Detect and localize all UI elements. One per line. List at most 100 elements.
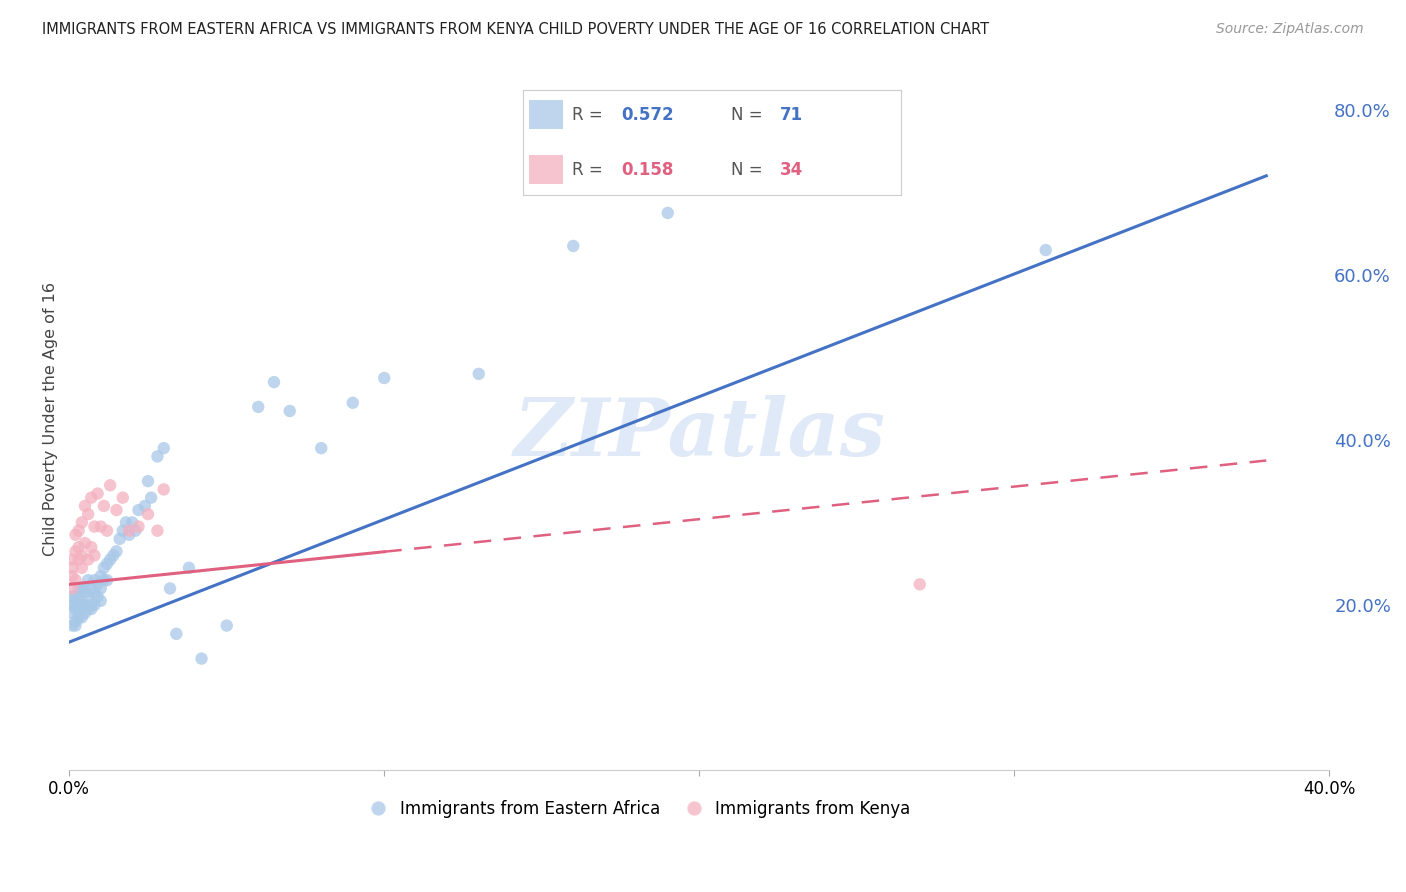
- Point: [139, 491, 162, 505]
- Point: [96, 524, 118, 538]
- Point: [152, 483, 174, 497]
- Point: [70, 561, 93, 575]
- Point: [67, 606, 90, 620]
- Point: [562, 239, 585, 253]
- Point: [136, 507, 159, 521]
- Point: [70, 549, 93, 563]
- Point: [105, 544, 128, 558]
- Point: [90, 582, 112, 596]
- Point: [215, 618, 238, 632]
- Point: [118, 524, 141, 538]
- Point: [77, 573, 100, 587]
- Point: [190, 651, 212, 665]
- Point: [65, 528, 87, 542]
- Point: [77, 590, 100, 604]
- Point: [1035, 243, 1057, 257]
- Point: [67, 598, 90, 612]
- Point: [90, 569, 112, 583]
- Point: [98, 552, 121, 566]
- Point: [65, 573, 87, 587]
- Point: [73, 598, 96, 612]
- Point: [93, 499, 115, 513]
- Point: [908, 577, 931, 591]
- Point: [93, 573, 115, 587]
- Point: [80, 540, 103, 554]
- Point: [845, 169, 868, 183]
- Point: [70, 602, 93, 616]
- Point: [65, 598, 87, 612]
- Point: [70, 610, 93, 624]
- Point: [73, 499, 96, 513]
- Point: [60, 618, 83, 632]
- Text: IMMIGRANTS FROM EASTERN AFRICA VS IMMIGRANTS FROM KENYA CHILD POVERTY UNDER THE : IMMIGRANTS FROM EASTERN AFRICA VS IMMIGR…: [42, 22, 990, 37]
- Point: [118, 528, 141, 542]
- Legend: Immigrants from Eastern Africa, Immigrants from Kenya: Immigrants from Eastern Africa, Immigran…: [356, 794, 917, 825]
- Point: [65, 615, 87, 629]
- Point: [73, 585, 96, 599]
- Point: [67, 524, 90, 538]
- Point: [65, 618, 87, 632]
- Point: [65, 544, 87, 558]
- Point: [103, 549, 125, 563]
- Point: [98, 478, 121, 492]
- Point: [83, 519, 105, 533]
- Point: [86, 486, 108, 500]
- Point: [247, 400, 270, 414]
- Point: [60, 606, 83, 620]
- Point: [77, 602, 100, 616]
- Point: [83, 598, 105, 612]
- Point: [128, 519, 150, 533]
- Point: [159, 582, 181, 596]
- Point: [309, 441, 332, 455]
- Point: [86, 577, 108, 591]
- Point: [90, 594, 112, 608]
- Point: [60, 598, 83, 612]
- Point: [373, 371, 395, 385]
- Point: [80, 598, 103, 612]
- Point: [80, 602, 103, 616]
- Point: [146, 450, 169, 464]
- Point: [67, 540, 90, 554]
- Point: [177, 561, 200, 575]
- Point: [165, 627, 187, 641]
- Point: [80, 491, 103, 505]
- Point: [67, 552, 90, 566]
- Point: [83, 549, 105, 563]
- Point: [77, 507, 100, 521]
- Text: Source: ZipAtlas.com: Source: ZipAtlas.com: [1216, 22, 1364, 37]
- Point: [80, 582, 103, 596]
- Point: [73, 606, 96, 620]
- Point: [83, 585, 105, 599]
- Point: [65, 590, 87, 604]
- Point: [121, 516, 143, 530]
- Point: [134, 499, 156, 513]
- Point: [108, 532, 131, 546]
- Point: [67, 610, 90, 624]
- Point: [93, 561, 115, 575]
- Point: [60, 590, 83, 604]
- Point: [263, 375, 285, 389]
- Point: [67, 582, 90, 596]
- Point: [86, 590, 108, 604]
- Point: [96, 573, 118, 587]
- Point: [278, 404, 301, 418]
- Point: [70, 582, 93, 596]
- Point: [60, 582, 83, 596]
- Point: [70, 516, 93, 530]
- Point: [73, 582, 96, 596]
- Point: [115, 516, 138, 530]
- Point: [90, 519, 112, 533]
- Point: [152, 441, 174, 455]
- Point: [657, 206, 679, 220]
- Point: [128, 503, 150, 517]
- Y-axis label: Child Poverty Under the Age of 16: Child Poverty Under the Age of 16: [44, 282, 58, 557]
- Point: [73, 536, 96, 550]
- Text: ZIPatlas: ZIPatlas: [513, 394, 886, 472]
- Point: [124, 524, 146, 538]
- Point: [96, 557, 118, 571]
- Point: [77, 552, 100, 566]
- Point: [67, 590, 90, 604]
- Point: [342, 396, 364, 410]
- Point: [467, 367, 489, 381]
- Point: [65, 602, 87, 616]
